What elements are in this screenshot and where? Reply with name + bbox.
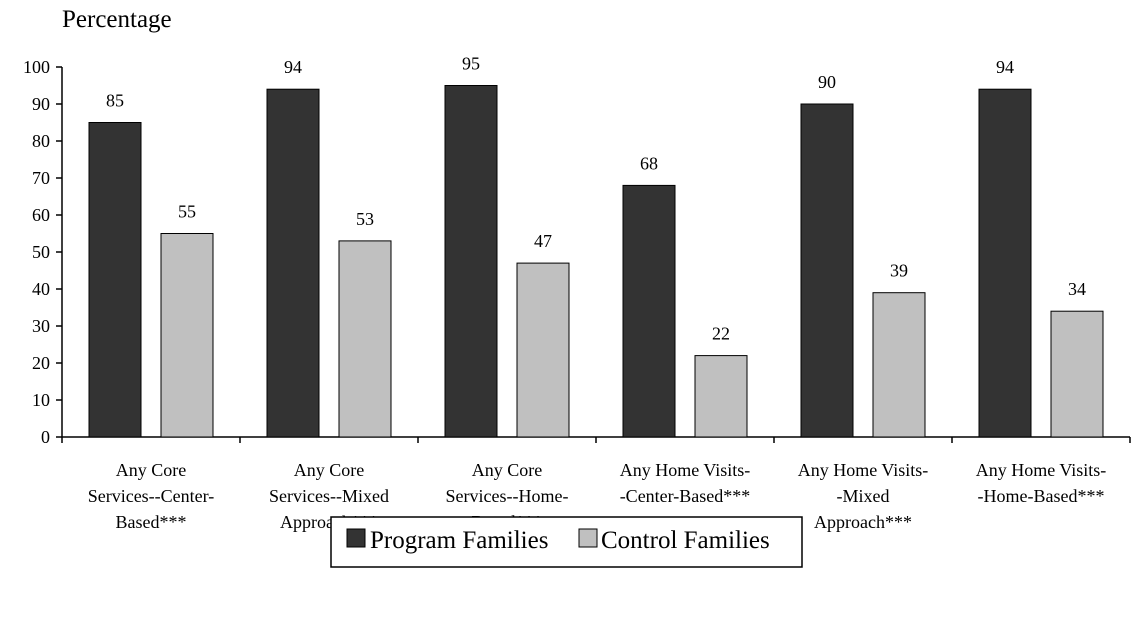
legend-label-program-families: Program Families (370, 527, 548, 554)
bar-program-0 (88, 122, 142, 438)
category-label: Any Core (294, 460, 365, 480)
y-tick-label: 40 (32, 279, 50, 299)
y-tick-label: 70 (32, 168, 50, 188)
y-axis: 0 10 20 30 40 50 60 70 80 90 100 (23, 57, 63, 447)
bar-value-label: 47 (534, 231, 552, 251)
bar-value-label: 39 (890, 261, 908, 281)
bar-program-5 (978, 88, 1032, 438)
bar-value-label: 90 (818, 72, 836, 92)
bar-value-label: 94 (996, 57, 1014, 77)
category-label: Any Home Visits- (798, 460, 929, 480)
bar-value-label: 55 (178, 202, 196, 222)
category-label: Any Core (472, 460, 543, 480)
bar-control-4 (872, 292, 926, 438)
bars (88, 85, 1104, 438)
category-label: -Center-Based*** (620, 486, 751, 506)
category-label: Any Home Visits- (620, 460, 751, 480)
bar-value-label: 22 (712, 324, 730, 344)
category-label: Services--Center- (88, 486, 215, 506)
category-label: Services--Mixed (269, 486, 389, 506)
category-label: Approach*** (814, 512, 912, 532)
bar-control-0 (160, 233, 214, 438)
bar-labels: 85 94 95 68 90 94 55 53 47 22 39 34 (106, 54, 1086, 344)
category-label: -Home-Based*** (978, 486, 1105, 506)
category-label: Based*** (116, 512, 187, 532)
category-label: -Mixed (837, 486, 890, 506)
bar-control-3 (694, 355, 748, 438)
y-tick-label: 0 (41, 427, 50, 447)
y-tick-label: 80 (32, 131, 50, 151)
legend-swatch-program-families (346, 528, 366, 548)
bar-value-label: 85 (106, 91, 124, 111)
y-tick-label: 10 (32, 390, 50, 410)
category-labels: Any Core Services--Center- Based*** Any Cor… (88, 460, 1107, 532)
legend: Program Families Control Families (330, 516, 803, 568)
category-label: Services--Home- (446, 486, 569, 506)
bar-value-label: 34 (1068, 279, 1086, 299)
legend-label-control-families: Control Families (601, 527, 770, 554)
y-tick-label: 20 (32, 353, 50, 373)
category-label: Any Core (116, 460, 187, 480)
bar-program-3 (622, 184, 676, 438)
y-tick-label: 100 (23, 57, 50, 77)
bar-value-label: 94 (284, 57, 302, 77)
bar-program-1 (266, 88, 320, 438)
legend-box (330, 516, 803, 568)
chart-title: Percentage (62, 6, 172, 33)
bar-value-label: 68 (640, 153, 658, 173)
y-tick-label: 50 (32, 242, 50, 262)
x-axis (61, 436, 1131, 443)
legend-swatch-control-families (578, 528, 598, 548)
y-tick-label: 90 (32, 94, 50, 114)
bar-control-5 (1050, 310, 1104, 438)
category-label: Any Home Visits- (976, 460, 1107, 480)
bar-control-1 (338, 240, 392, 438)
y-tick-label: 60 (32, 205, 50, 225)
bar-program-2 (444, 85, 498, 438)
bar-value-label: 53 (356, 209, 374, 229)
y-tick-label: 30 (32, 316, 50, 336)
bar-value-label: 95 (462, 54, 480, 74)
bar-program-4 (800, 103, 854, 438)
bar-control-2 (516, 262, 570, 438)
